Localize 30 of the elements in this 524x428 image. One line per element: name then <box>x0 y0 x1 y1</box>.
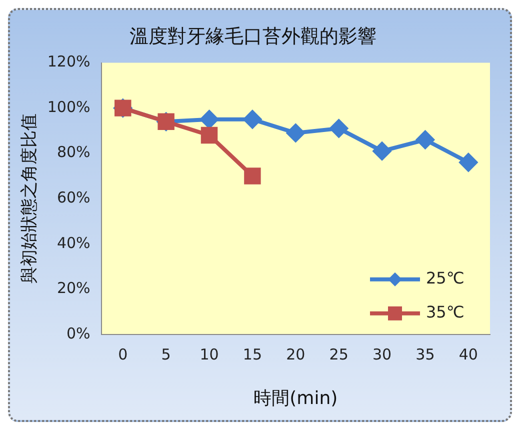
x-axis-title: 時間(min) <box>254 388 338 409</box>
legend-label: 25℃ <box>426 268 464 288</box>
point <box>200 110 218 128</box>
point <box>416 130 434 149</box>
x-tick-label: 40 <box>458 345 478 364</box>
point <box>286 124 305 142</box>
x-tick-label: 20 <box>286 345 306 364</box>
chart-title: 溫度對牙緣毛口苔外觀的影響 <box>130 25 376 48</box>
point <box>200 126 218 144</box>
y-tick-label: 80% <box>56 143 90 162</box>
y-tick-label: 20% <box>56 279 90 298</box>
y-tick-label: 60% <box>56 188 90 206</box>
x-tick-label: 25 <box>329 345 348 364</box>
x-tick-label: 10 <box>200 345 219 364</box>
y-tick-label: 100% <box>47 98 90 116</box>
point <box>459 153 478 172</box>
point <box>243 110 262 128</box>
x-tick-label: 0 <box>118 345 128 364</box>
x-tick-label: 30 <box>372 345 392 364</box>
x-tick-label: 15 <box>242 345 262 364</box>
x-tick-label: 5 <box>161 345 171 364</box>
y-tick-label: 0% <box>66 324 90 342</box>
point <box>244 168 261 184</box>
point <box>330 119 348 138</box>
y-tick-label: 120% <box>47 52 90 71</box>
y-tick-label: 40% <box>56 234 90 252</box>
y-axis-title: 與初始狀態之角度比值 <box>20 114 40 284</box>
point <box>373 142 392 160</box>
x-tick-label: 35 <box>416 345 435 364</box>
legend-label: 35℃ <box>426 302 464 322</box>
